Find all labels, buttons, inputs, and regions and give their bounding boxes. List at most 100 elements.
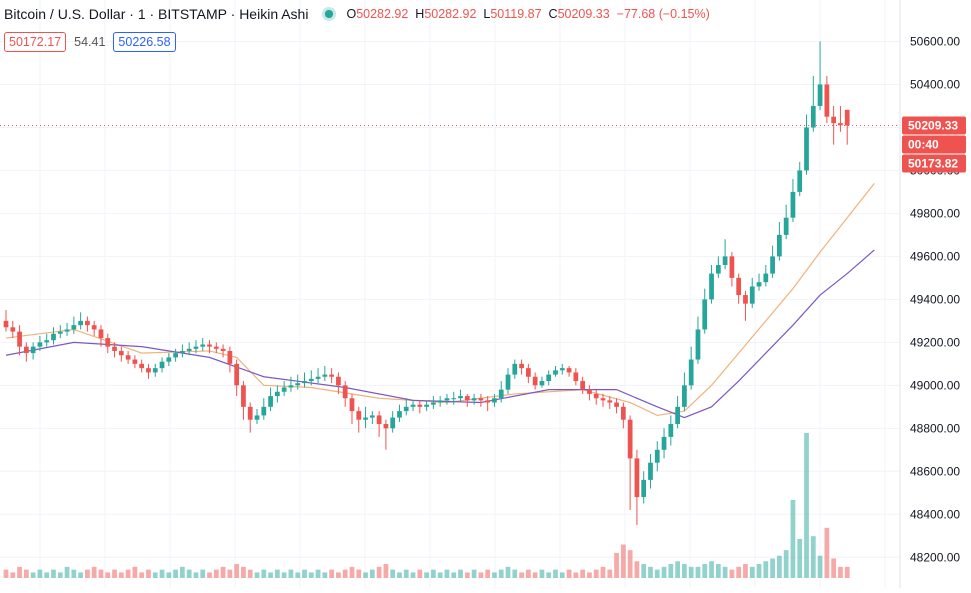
volume-bar	[3, 569, 9, 578]
candle	[654, 441, 660, 472]
volume-bar	[10, 572, 16, 578]
indicator-mid-value: 54.41	[74, 35, 106, 49]
candle	[777, 222, 782, 261]
candle	[152, 363, 158, 377]
candle-body	[553, 370, 558, 375]
volume-bar	[661, 566, 667, 578]
candle-body	[213, 346, 219, 349]
price-axis[interactable]: 50600.0050400.0050200.0050000.0049800.00…	[899, 0, 971, 588]
candle-body	[288, 385, 294, 388]
candle-body	[715, 264, 721, 274]
candle-body	[403, 406, 409, 412]
volume-bar	[254, 572, 260, 578]
candle	[17, 325, 22, 356]
candle-body	[817, 84, 823, 106]
volume-bar	[675, 561, 680, 578]
candle	[173, 348, 178, 362]
candle-body	[227, 350, 233, 364]
volume-bar	[688, 566, 694, 578]
candle-body	[308, 378, 314, 382]
volume-bar	[261, 569, 267, 578]
candle-body	[10, 327, 16, 332]
candle-body	[234, 363, 240, 386]
volume-bar	[85, 569, 90, 578]
volume-bar	[295, 572, 301, 578]
candle	[627, 415, 633, 510]
volume-bar	[17, 566, 22, 578]
candle-body	[281, 387, 287, 392]
candle	[620, 402, 626, 429]
candle	[729, 252, 735, 287]
change-value: −77.68 (−0.15%)	[616, 7, 710, 21]
volume-bar	[369, 569, 375, 578]
symbol-legend[interactable]: Bitcoin / U.S. Dollar · 1 · BITSTAMP · H…	[4, 6, 710, 22]
candle	[478, 393, 484, 407]
candle-body	[51, 333, 56, 341]
candle	[539, 376, 545, 388]
candle-body	[71, 325, 77, 330]
candle-body	[247, 406, 253, 420]
candle	[193, 340, 199, 354]
candle	[118, 346, 124, 362]
candle-body	[424, 404, 429, 407]
candle-body	[838, 123, 843, 126]
volume-bar	[566, 569, 572, 578]
candle	[546, 370, 552, 386]
volume-bar	[105, 572, 111, 578]
candle-body	[525, 368, 531, 377]
candle	[369, 411, 375, 425]
volume-bar	[349, 566, 355, 578]
candle-body	[627, 419, 633, 459]
volume-bar	[722, 566, 728, 578]
volume-bar	[71, 569, 77, 578]
price-tick-label: 49800.00	[910, 206, 960, 220]
candle-body	[3, 320, 9, 328]
candle-body	[417, 404, 423, 407]
volume-bar	[417, 569, 423, 578]
candle	[57, 325, 63, 339]
candle-body	[654, 449, 660, 463]
candle	[749, 277, 755, 308]
volume-bar	[627, 550, 633, 578]
candle-body	[91, 325, 97, 330]
candle-body	[770, 256, 775, 274]
candle	[593, 389, 599, 405]
candle	[274, 385, 280, 403]
candle-body	[641, 479, 647, 498]
volume-bar	[322, 572, 328, 578]
candle	[315, 368, 321, 384]
volume-bar	[98, 569, 104, 578]
volume-bar	[424, 572, 429, 578]
candle-body	[695, 329, 701, 360]
candle	[444, 393, 450, 405]
candle-body	[478, 398, 484, 401]
candle	[464, 393, 470, 407]
candle-body	[722, 256, 728, 265]
candle	[688, 346, 694, 390]
candle-body	[261, 406, 267, 416]
volume-bar	[505, 566, 511, 578]
candle-body	[437, 400, 443, 403]
indicator-legend[interactable]: 50172.17 54.41 50226.58	[4, 32, 176, 52]
candle	[220, 344, 226, 358]
candle-body	[44, 340, 50, 343]
candle	[797, 161, 803, 197]
ohlc-values: O50282.92 H50282.92 L50119.87 C50209.33 …	[346, 7, 710, 21]
volume-bar	[383, 564, 389, 578]
candle-body	[756, 282, 762, 287]
volume-bar	[247, 569, 253, 578]
volume-bar	[587, 572, 592, 578]
volume-bar	[390, 569, 396, 578]
candle	[661, 428, 667, 459]
volume-bar	[641, 564, 647, 578]
candle	[437, 396, 443, 407]
price-tick-label: 48200.00	[910, 550, 960, 564]
volume-bar	[410, 572, 416, 578]
candle-body	[112, 346, 117, 351]
candle-body	[587, 389, 592, 394]
candle	[553, 365, 558, 377]
candle-body	[661, 436, 667, 450]
candle	[770, 245, 775, 278]
